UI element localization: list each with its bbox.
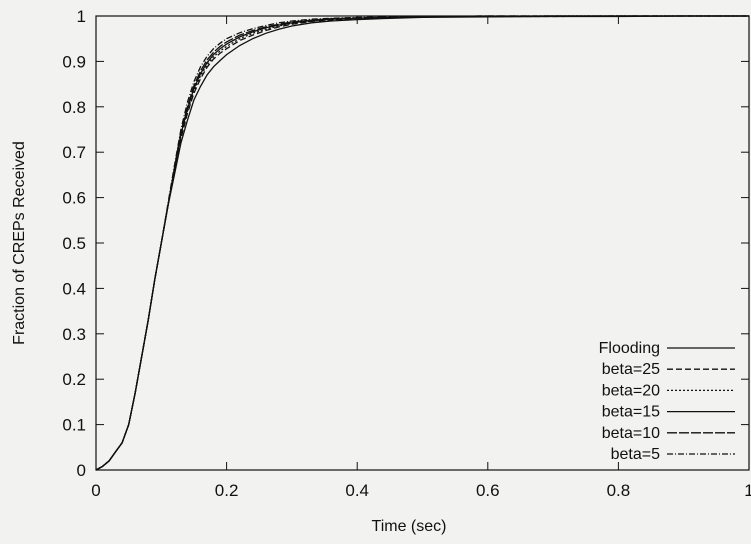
y-tick-label: 0 <box>77 461 86 480</box>
y-tick-label: 0.3 <box>62 325 86 344</box>
y-tick-label: 0.7 <box>62 143 86 162</box>
plot-area-frame <box>95 15 750 471</box>
y-tick-label: 0.1 <box>62 416 86 435</box>
series-line-3 <box>95 15 749 471</box>
legend-label: beta=15 <box>602 404 660 421</box>
legend-label: beta=5 <box>611 446 660 463</box>
x-tick-label: 0.6 <box>476 481 500 500</box>
legend: Flooding beta=25 beta=20 beta=15 beta=10 beta… <box>599 340 735 463</box>
legend-label: beta=10 <box>602 425 660 442</box>
series-line-0 <box>95 15 749 471</box>
legend-label: Flooding <box>599 340 660 357</box>
y-axis-label: Fraction of CREPs Received <box>11 141 28 345</box>
x-tick-label: 0.4 <box>345 481 369 500</box>
x-tick-label: 1 <box>744 481 751 500</box>
legend-label: beta=25 <box>602 361 660 378</box>
series-line-2 <box>95 15 749 471</box>
series-line-5 <box>95 15 749 471</box>
y-tick-label: 0.2 <box>62 370 86 389</box>
y-axis-ticks: 0 0.1 0.2 0.3 0.4 0.5 0.6 0.7 0.8 0.9 1 <box>62 7 749 480</box>
legend-label: beta=20 <box>602 382 660 399</box>
y-tick-label: 0.6 <box>62 189 86 208</box>
y-tick-label: 0.4 <box>62 279 86 298</box>
y-tick-label: 0.9 <box>62 52 86 71</box>
series-line-1 <box>95 15 749 471</box>
x-tick-label: 0.2 <box>215 481 239 500</box>
y-tick-label: 1 <box>77 7 86 26</box>
series-line-4 <box>95 15 749 471</box>
series-lines <box>95 15 749 471</box>
x-axis-ticks: 0 0.2 0.4 0.6 0.8 1 <box>91 16 751 500</box>
x-axis-label: Time (sec) <box>372 518 447 535</box>
y-tick-label: 0.8 <box>62 98 86 117</box>
x-tick-label: 0.8 <box>607 481 631 500</box>
x-tick-label: 0 <box>91 481 100 500</box>
y-tick-label: 0.5 <box>62 234 86 253</box>
